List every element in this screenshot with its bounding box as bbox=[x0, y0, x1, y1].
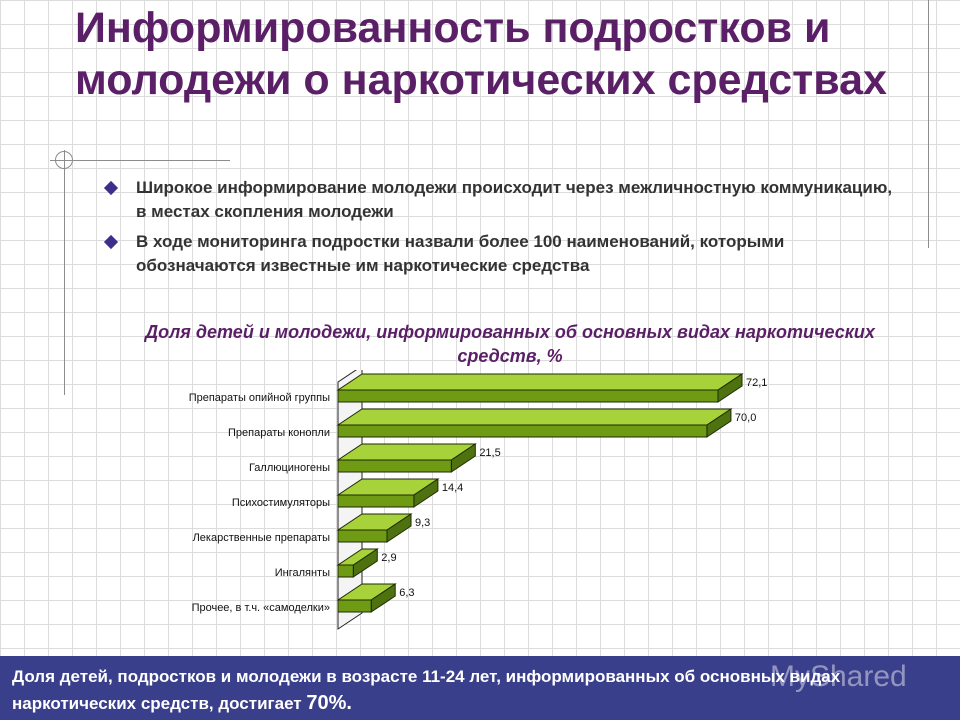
bar-chart: 72,1 Препараты опийной группы 70,0 Препарат… bbox=[189, 370, 767, 630]
category-label: Препараты конопли bbox=[228, 427, 330, 439]
bar bbox=[337, 564, 354, 578]
category-label: Ингалянты bbox=[275, 567, 330, 579]
category-label: Галлюциногены bbox=[249, 462, 330, 474]
bar-value-label: 9,3 bbox=[415, 517, 430, 529]
decor-right-line bbox=[928, 0, 929, 248]
bullet-item: В ходе мониторинга подростки назвали бол… bbox=[100, 230, 900, 278]
category-label: Прочее, в т.ч. «самоделки» bbox=[192, 602, 330, 614]
footer-banner: Доля детей, подростков и молодежи в возр… bbox=[0, 656, 960, 720]
chart-title: Доля детей и молодежи, информированных о… bbox=[145, 322, 875, 366]
bullet-text: В ходе мониторинга подростки назвали бол… bbox=[136, 232, 785, 275]
bar bbox=[337, 529, 388, 543]
bar-value-label: 72,1 bbox=[746, 377, 767, 389]
category-label: Психостимуляторы bbox=[232, 497, 330, 509]
diamond-bullet-icon bbox=[103, 234, 119, 250]
bar bbox=[337, 424, 708, 438]
decor-vertical-line bbox=[64, 150, 65, 395]
bullet-text: Широкое информирование молодежи происход… bbox=[136, 178, 893, 221]
diamond-bullet-icon bbox=[103, 180, 119, 196]
bar-top-face bbox=[336, 373, 744, 391]
bar-value-label: 21,5 bbox=[479, 447, 500, 459]
footer-highlight: 70%. bbox=[306, 692, 352, 714]
bullet-list: Широкое информирование молодежи происход… bbox=[100, 176, 900, 284]
bullet-item: Широкое информирование молодежи происход… bbox=[100, 176, 900, 224]
watermark-logo: MyShared bbox=[770, 660, 907, 693]
category-label: Препараты опийной группы bbox=[189, 392, 330, 404]
bar-top-face bbox=[336, 408, 733, 426]
bar bbox=[337, 459, 452, 473]
bar bbox=[337, 389, 719, 403]
decor-horizontal-line bbox=[50, 160, 230, 161]
slide-title: Информированность подростков и молодежи … bbox=[75, 4, 887, 104]
footer-text: Доля детей, подростков и молодежи в возр… bbox=[12, 664, 942, 717]
category-label: Лекарственные препараты bbox=[193, 532, 331, 544]
bar-value-label: 6,3 bbox=[399, 587, 414, 599]
decor-circle bbox=[55, 151, 73, 169]
footer-main: Доля детей, подростков и молодежи в возр… bbox=[12, 667, 841, 713]
bar-value-label: 2,9 bbox=[381, 552, 396, 564]
bar-value-label: 70,0 bbox=[735, 412, 756, 424]
bar bbox=[337, 494, 415, 508]
bar bbox=[337, 599, 372, 613]
bar-value-label: 14,4 bbox=[442, 482, 463, 494]
